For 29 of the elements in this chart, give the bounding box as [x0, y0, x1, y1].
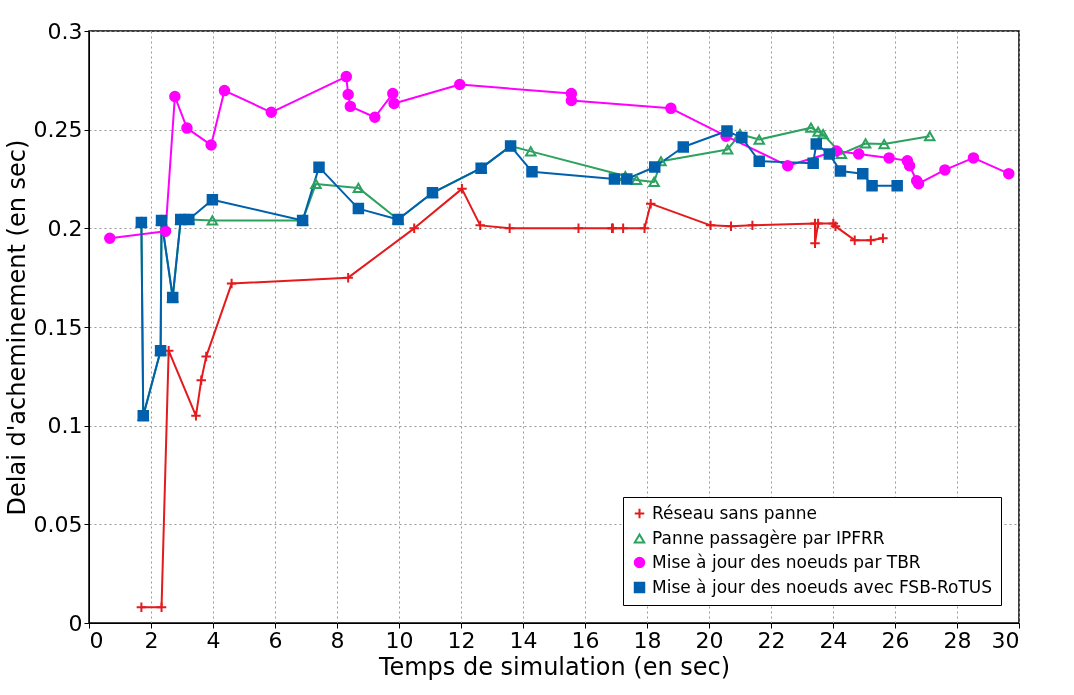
x-tick-label: 16 [571, 627, 600, 653]
y-axis-title: Delai d'acheminement (en sec) [2, 139, 31, 516]
y-tick-label: 0.2 [47, 215, 83, 241]
y-tick-label: 0.25 [33, 117, 83, 143]
x-tick-label: 8 [330, 627, 345, 653]
x-tick-label: 18 [633, 627, 662, 653]
y-tick-label: 0 [68, 610, 83, 636]
x-tick-label: 6 [268, 627, 283, 653]
y-tick-label: 0.05 [33, 511, 83, 537]
x-tick-label: 26 [881, 627, 910, 653]
x-tick-label: 4 [206, 627, 221, 653]
legend-label: Réseau sans panne [652, 502, 817, 523]
y-tick-label: 0.3 [47, 18, 83, 44]
legend-label: Panne passagère par IPFRR [652, 527, 885, 548]
y-tick-label: 0.1 [47, 413, 83, 439]
x-tick-label: 22 [757, 627, 786, 653]
x-tick-label: 20 [695, 627, 724, 653]
x-axis-title: Temps de simulation (en sec) [377, 652, 731, 681]
x-tick-label: 28 [943, 627, 972, 653]
x-tick-label: 30 [991, 627, 1020, 653]
x-tick-label: 2 [144, 627, 159, 653]
x-tick-label: 14 [509, 627, 538, 653]
x-tick-label: 12 [447, 627, 476, 653]
x-tick-label: 24 [819, 627, 848, 653]
legend-label: Mise à jour des noeuds par TBR [652, 551, 921, 572]
y-tick-label: 0.15 [33, 314, 83, 340]
legend-label: Mise à jour des noeuds avec FSB-RoTUS [652, 576, 993, 597]
x-tick-label: 0 [89, 627, 104, 653]
x-tick-label: 10 [385, 627, 414, 653]
